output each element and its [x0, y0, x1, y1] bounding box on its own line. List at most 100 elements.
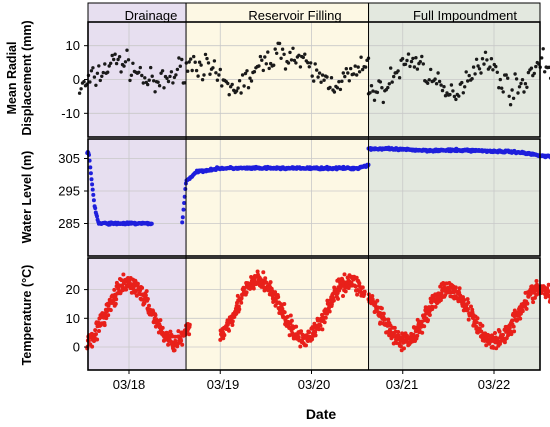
- displacement-point: [286, 61, 291, 65]
- phase-label-full-impoundment: Full Impoundment: [413, 8, 517, 23]
- temperature-point: [158, 318, 163, 323]
- temperature-point: [502, 340, 507, 345]
- displacement-point: [489, 57, 494, 61]
- displacement-point: [340, 79, 344, 84]
- temperature-point: [375, 298, 380, 303]
- temperature-point: [142, 301, 147, 306]
- temperature-point: [507, 325, 512, 330]
- displacement-point: [263, 55, 267, 59]
- displacement-point: [341, 71, 345, 75]
- water-level-point: [182, 201, 187, 205]
- displacement-point: [279, 56, 283, 60]
- temperature-point: [547, 289, 550, 294]
- temperature-point: [426, 318, 430, 323]
- temperature-point: [296, 335, 301, 340]
- displacement-point: [356, 65, 360, 69]
- displacement-point: [520, 78, 525, 82]
- displacement-point: [258, 54, 263, 59]
- displacement-point: [390, 80, 394, 84]
- y-axis-title-temperature: Temperature (°C): [20, 265, 34, 366]
- displacement-point: [420, 54, 424, 59]
- temperature-point: [313, 333, 318, 338]
- temperature-point: [509, 332, 514, 337]
- displacement-point: [146, 82, 150, 87]
- temperature-point: [90, 344, 95, 349]
- temperature-point: [546, 282, 550, 287]
- temperature-point: [124, 287, 129, 292]
- x-tick-label: 03/20: [298, 377, 331, 392]
- displacement-point: [363, 65, 368, 69]
- temperature-point: [304, 343, 308, 348]
- temperature-point: [166, 342, 171, 347]
- displacement-point: [147, 78, 151, 82]
- temperature-point: [218, 337, 223, 342]
- temperature-point: [323, 315, 328, 320]
- displacement-point: [516, 91, 520, 95]
- phase-band-0-panel-1: [88, 139, 187, 256]
- temperature-point: [239, 296, 244, 301]
- water-level-point: [91, 198, 96, 203]
- y-tick-label: 10: [66, 311, 80, 326]
- temperature-point: [304, 333, 309, 338]
- panel-frames: [84, 3, 541, 374]
- displacement-point: [82, 79, 86, 84]
- displacement-point: [236, 86, 240, 90]
- temperature-point: [357, 281, 362, 286]
- displacement-point: [239, 91, 243, 95]
- temperature-point: [453, 285, 458, 290]
- displacement-point: [215, 78, 220, 82]
- displacement-point: [473, 72, 477, 76]
- displacement-point: [122, 64, 126, 68]
- displacement-point: [412, 65, 417, 69]
- displacement-point: [103, 62, 107, 66]
- temperature-point: [518, 316, 523, 321]
- displacement-point: [187, 60, 191, 64]
- temperature-point: [327, 309, 332, 314]
- temperature-point: [264, 280, 269, 285]
- displacement-point: [143, 76, 147, 80]
- displacement-point: [443, 94, 448, 98]
- displacement-point: [199, 63, 203, 67]
- displacement-point: [245, 69, 249, 73]
- displacement-point: [500, 86, 504, 90]
- displacement-point: [240, 73, 245, 77]
- temperature-point: [420, 330, 425, 335]
- temperature-point: [114, 297, 119, 302]
- y-axis-title-water-level: Water Level (m): [20, 151, 34, 244]
- phase-label-reservoir-filling: Reservoir Filling: [248, 8, 341, 23]
- displacement-point: [322, 78, 326, 82]
- displacement-point: [248, 76, 252, 80]
- displacement-point: [206, 61, 211, 65]
- displacement-point: [205, 56, 209, 61]
- displacement-point: [237, 79, 242, 83]
- displacement-point: [466, 79, 470, 83]
- displacement-point: [319, 80, 323, 84]
- temperature-point: [379, 306, 384, 311]
- temperature-point: [273, 290, 278, 295]
- temperature-point: [222, 333, 227, 338]
- temperature-point: [355, 292, 360, 297]
- temperature-point: [362, 289, 367, 294]
- displacement-point: [510, 88, 514, 92]
- temperature-point: [251, 286, 256, 291]
- displacement-point: [335, 86, 340, 90]
- temperature-point: [545, 286, 550, 291]
- displacement-point: [525, 85, 529, 90]
- temperature-point: [433, 304, 438, 309]
- displacement-point: [77, 91, 82, 95]
- temperature-point: [294, 324, 299, 329]
- displacement-point: [522, 90, 526, 94]
- temperature-point: [147, 303, 151, 308]
- displacement-point: [504, 73, 508, 77]
- temperature-point: [173, 338, 178, 343]
- displacement-point: [119, 70, 123, 74]
- displacement-point: [166, 79, 171, 84]
- temperature-point: [493, 331, 497, 335]
- y-tick-label: 295: [58, 184, 80, 199]
- displacement-point: [79, 87, 83, 91]
- displacement-point: [355, 73, 359, 77]
- displacement-point: [408, 64, 412, 69]
- displacement-point: [403, 62, 408, 66]
- temperature-point: [360, 285, 365, 290]
- temperature-point: [239, 300, 244, 305]
